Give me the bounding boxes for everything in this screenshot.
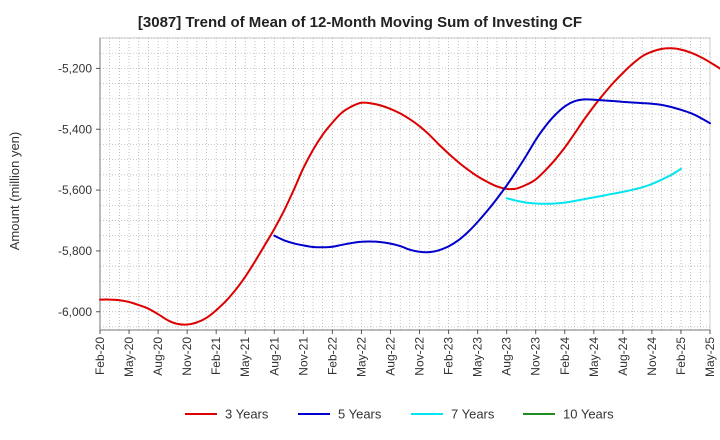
legend: 3 Years 5 Years 7 Years 10 Years <box>185 407 614 422</box>
chart-title: [3087] Trend of Mean of 12-Month Moving … <box>137 14 583 31</box>
x-tick-label: May-21 <box>238 337 252 377</box>
x-tick-label: Nov-21 <box>296 337 310 376</box>
x-tick-label: Nov-22 <box>413 337 427 376</box>
series-lines <box>99 47 720 326</box>
x-tick-label: Aug-23 <box>500 337 514 376</box>
x-tick-label: Feb-22 <box>325 337 339 375</box>
x-tick-label: Nov-24 <box>645 337 659 376</box>
x-tick-label: May-25 <box>703 337 717 377</box>
legend-label: 3 Years <box>225 407 269 422</box>
series-line-7-years <box>505 167 682 205</box>
x-tick-label: May-22 <box>354 337 368 377</box>
series-line-5-years <box>273 98 711 254</box>
x-tick-label: Feb-20 <box>93 337 107 375</box>
y-axis-title: Amount (million yen) <box>7 132 22 251</box>
x-tick-label: Feb-23 <box>442 337 456 375</box>
x-tick-label: Aug-24 <box>616 337 630 376</box>
y-tick-label: -5,400 <box>58 122 92 136</box>
x-tick-label: May-20 <box>122 337 136 377</box>
y-tick-label: -6,000 <box>58 305 92 319</box>
y-tick-label: -5,600 <box>58 183 92 197</box>
legend-label: 7 Years <box>451 407 495 422</box>
legend-label: 10 Years <box>563 407 614 422</box>
x-tick-label: Aug-20 <box>151 337 165 376</box>
plot-border <box>99 37 711 331</box>
x-tick-label: Feb-24 <box>558 337 572 375</box>
plot-area <box>100 38 710 330</box>
x-tick-label: Aug-21 <box>267 337 281 376</box>
x-tick-label: May-24 <box>587 337 601 377</box>
x-tick-label: Feb-21 <box>209 337 223 375</box>
y-axis-ticks: -5,200 -5,400 -5,600 -5,800 -6,000 <box>58 61 100 319</box>
y-tick-label: -5,800 <box>58 244 92 258</box>
y-tick-label: -5,200 <box>58 61 92 75</box>
x-tick-label: Aug-22 <box>383 337 397 376</box>
legend-label: 5 Years <box>338 407 382 422</box>
series-line-3-years <box>99 47 720 326</box>
x-tick-label: May-23 <box>471 337 485 377</box>
x-tick-label: Nov-23 <box>529 337 543 376</box>
x-tick-label: Feb-25 <box>674 337 688 375</box>
x-tick-label: Nov-20 <box>180 337 194 376</box>
x-axis-ticks: Feb-20 May-20 Aug-20 Nov-20 Feb-21 May-21 Aug-… <box>93 330 717 377</box>
